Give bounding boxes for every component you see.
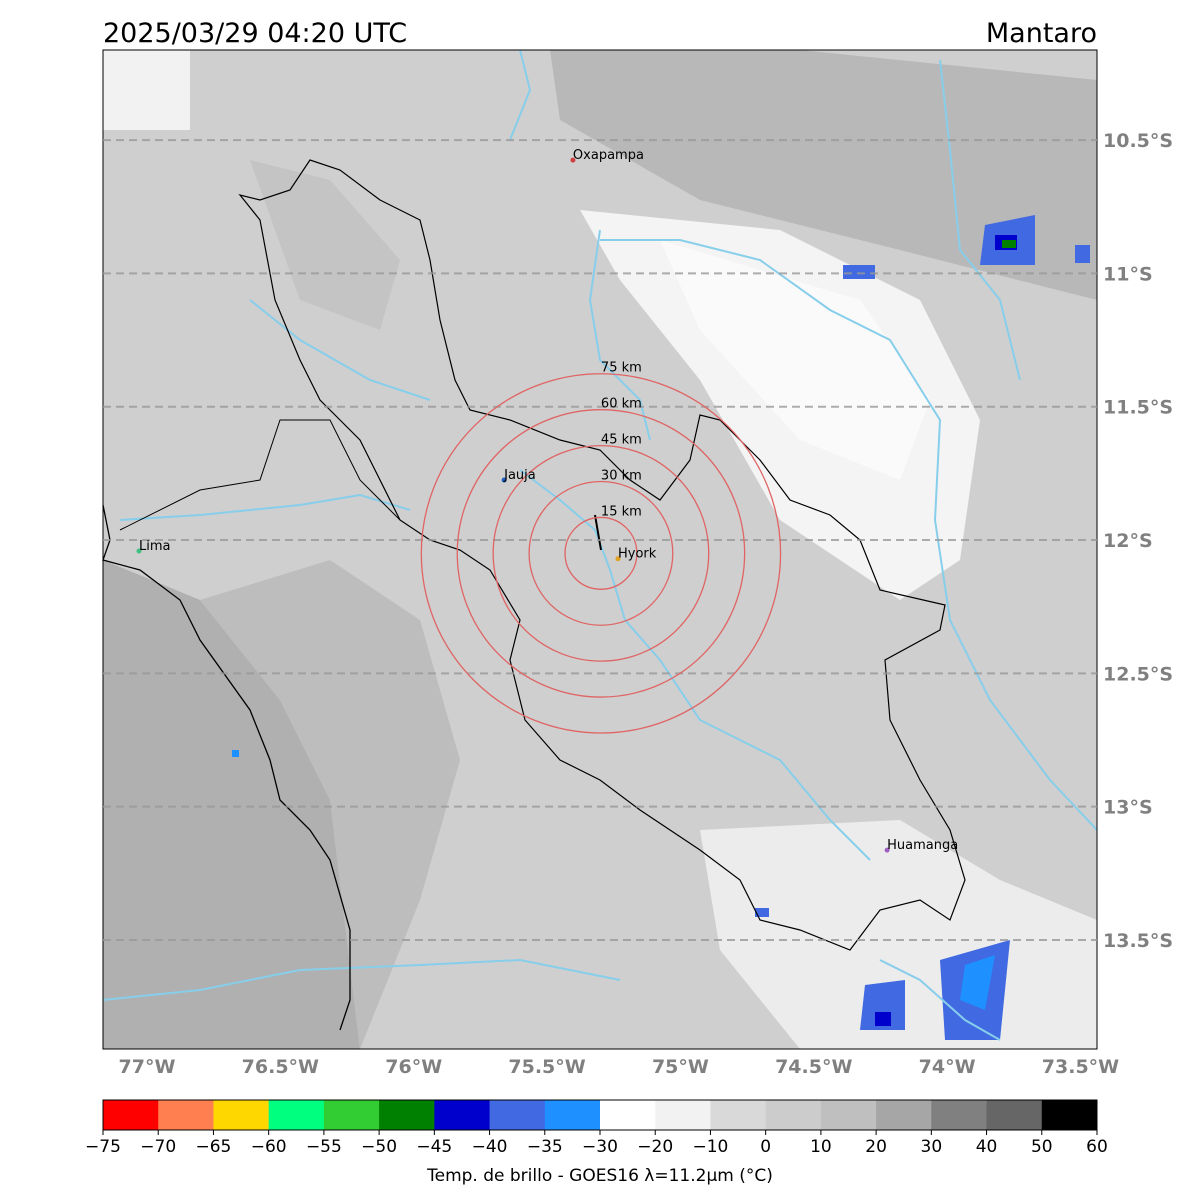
colorbar-tick-label: −40 <box>472 1137 508 1157</box>
ring-label: 15 km <box>601 504 642 519</box>
colorbar-swatch <box>268 1100 325 1130</box>
colorbar-tick-label: −50 <box>361 1137 397 1157</box>
lat-label: 11°S <box>1103 263 1153 285</box>
range-ring <box>528 480 674 626</box>
range-ring <box>420 373 782 734</box>
radar-beam <box>594 514 602 551</box>
lon-label: 74.5°W <box>775 1056 852 1078</box>
range-ring <box>564 516 638 590</box>
colorbar-swatch <box>655 1100 711 1130</box>
city-marker <box>501 477 507 483</box>
ring-label: 75 km <box>601 361 642 376</box>
lon-label: 74°W <box>919 1056 976 1078</box>
colorbar-swatch <box>710 1100 767 1130</box>
colorbar-tick-label: 40 <box>976 1137 998 1157</box>
colorbar-tick-label: 10 <box>810 1137 832 1157</box>
colorbar-swatch <box>434 1100 491 1130</box>
colorbar-tick-label: 50 <box>1031 1137 1053 1157</box>
city-label: Jauja <box>503 468 536 483</box>
lat-label: 13.5°S <box>1103 930 1173 952</box>
city-label: Huamanga <box>887 838 958 853</box>
colorbar-swatch <box>765 1100 822 1130</box>
colorbar-swatch <box>213 1100 270 1130</box>
colorbar-swatch <box>876 1100 932 1130</box>
city-label: Lima <box>139 539 170 554</box>
colorbar-swatch <box>986 1100 1043 1130</box>
coastline <box>102 504 351 1031</box>
lon-label: 75.5°W <box>508 1056 585 1078</box>
city-label: Oxapampa <box>573 148 644 163</box>
colorbar-tick-label: −60 <box>251 1137 287 1157</box>
colorbar-swatch <box>103 1100 159 1130</box>
colorbar-tick-label: −10 <box>692 1137 728 1157</box>
colorbar-swatch <box>323 1100 380 1130</box>
lon-label: 76°W <box>385 1056 442 1078</box>
colorbar-tick-label: −70 <box>140 1137 176 1157</box>
colorbar-swatch <box>544 1100 601 1130</box>
colorbar-tick-label: 0 <box>760 1137 771 1157</box>
ring-label: 60 km <box>601 397 642 412</box>
lat-label: 13°S <box>1103 797 1153 819</box>
basin-outline <box>238 159 966 951</box>
city-marker <box>884 847 890 853</box>
lon-label: 75°W <box>652 1056 709 1078</box>
colorbar-tick-label: −45 <box>416 1137 452 1157</box>
map-frame <box>102 49 1098 1050</box>
colorbar-tick-label: −75 <box>85 1137 121 1157</box>
city-marker <box>136 548 142 554</box>
colorbar-swatch <box>379 1100 435 1130</box>
satellite-image <box>103 50 1097 1049</box>
colorbar-swatch <box>931 1100 988 1130</box>
lat-label: 12.5°S <box>1103 663 1173 685</box>
colorbar-tick-label: 30 <box>921 1137 943 1157</box>
colorbar-swatch <box>1041 1100 1098 1130</box>
colorbar-swatch <box>158 1100 214 1130</box>
city-marker <box>570 157 576 163</box>
colorbar-tick-label: −55 <box>306 1137 342 1157</box>
colorbar-tick-label: −65 <box>195 1137 231 1157</box>
lat-label: 11.5°S <box>1103 397 1173 419</box>
colorbar-tick-label: −30 <box>582 1137 618 1157</box>
colorbar-tick-label: 20 <box>865 1137 887 1157</box>
colorbar-tick-label: 60 <box>1086 1137 1108 1157</box>
region: Mantaro <box>986 18 1097 49</box>
colorbar-tick-label: −35 <box>527 1137 563 1157</box>
colorbar-swatch <box>489 1100 546 1130</box>
colorbar-label: Temp. de brillo - GOES16 λ=11.2μm (°C) <box>426 1166 773 1186</box>
range-ring <box>492 444 710 662</box>
city-marker <box>615 556 621 562</box>
lon-label: 77°W <box>119 1056 176 1078</box>
lat-label: 10.5°S <box>1103 130 1173 152</box>
lon-label: 73.5°W <box>1042 1056 1119 1078</box>
lat-label: 12°S <box>1103 530 1153 552</box>
ring-label: 45 km <box>601 433 642 448</box>
range-ring <box>456 409 746 698</box>
colorbar-tick-label: −20 <box>637 1137 673 1157</box>
ring-label: 30 km <box>601 469 642 484</box>
colorbar-swatch <box>600 1100 656 1130</box>
lon-label: 76.5°W <box>242 1056 319 1078</box>
city-label: Hyork <box>618 547 657 562</box>
title: 2025/03/29 04:20 UTC <box>103 18 407 49</box>
colorbar-swatch <box>820 1100 877 1130</box>
sub-basin-outline <box>119 419 401 531</box>
